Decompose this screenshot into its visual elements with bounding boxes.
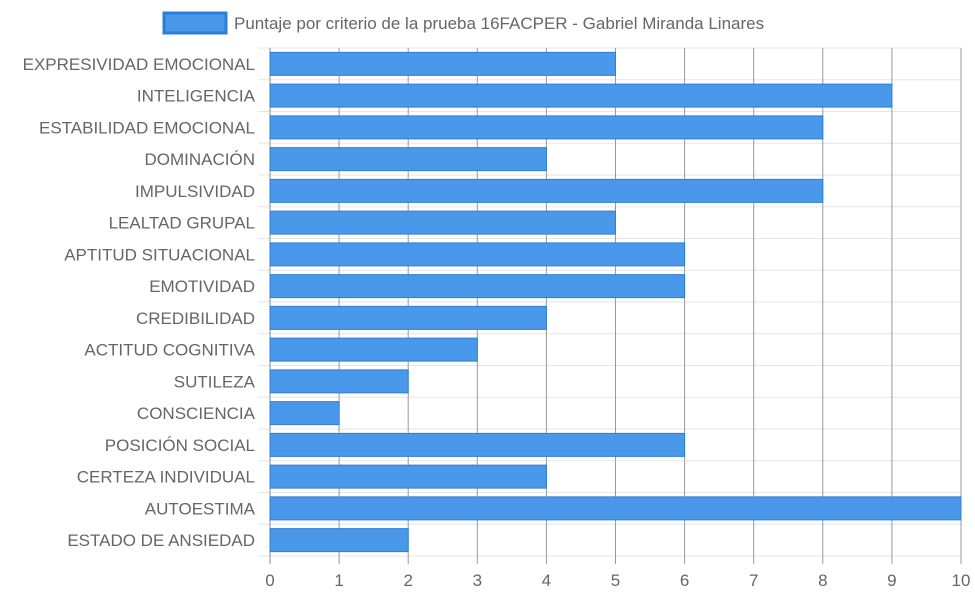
x-tick-label: 3 xyxy=(473,571,482,590)
y-tick-label: SUTILEZA xyxy=(174,372,256,391)
y-tick-label: CONSCIENCIA xyxy=(137,404,256,423)
legend-swatch[interactable] xyxy=(162,11,228,35)
legend[interactable]: Puntaje por criterio de la prueba 16FACP… xyxy=(162,11,764,35)
bar xyxy=(269,115,824,140)
x-tick-label: 8 xyxy=(818,571,827,590)
x-tick-label: 9 xyxy=(887,571,896,590)
x-tick-label: 2 xyxy=(403,571,412,590)
legend-label: Puntaje por criterio de la prueba 16FACP… xyxy=(234,14,764,33)
bar xyxy=(269,369,409,394)
y-tick-label: APTITUD SITUACIONAL xyxy=(64,245,255,264)
y-tick-label: CREDIBILIDAD xyxy=(136,309,255,328)
bar xyxy=(269,178,824,203)
x-tick-label: 5 xyxy=(611,571,620,590)
x-tick-label: 7 xyxy=(749,571,758,590)
bar xyxy=(269,83,893,108)
bar xyxy=(269,528,409,553)
bar xyxy=(269,51,616,76)
y-tick-label: INTELIGENCIA xyxy=(137,87,256,106)
bar xyxy=(269,210,616,235)
bar xyxy=(269,496,962,521)
bar xyxy=(269,401,340,426)
y-tick-label: ESTADO DE ANSIEDAD xyxy=(67,531,255,550)
x-tick-label: 4 xyxy=(542,571,551,590)
y-tick-label: LEALTAD GRUPAL xyxy=(109,214,255,233)
bar xyxy=(269,242,686,267)
y-tick-label: POSICIÓN SOCIAL xyxy=(105,436,255,455)
bar xyxy=(269,432,686,457)
y-tick-label: EMOTIVIDAD xyxy=(149,277,255,296)
y-tick-label: ACTITUD COGNITIVA xyxy=(84,341,255,360)
bars-layer xyxy=(269,51,962,553)
bar xyxy=(269,274,686,299)
y-tick-label: CERTEZA INDIVIDUAL xyxy=(77,468,255,487)
bar xyxy=(269,147,547,172)
x-tick-label: 6 xyxy=(680,571,689,590)
y-tick-label: EXPRESIVIDAD EMOCIONAL xyxy=(23,55,255,74)
x-tick-label: 10 xyxy=(952,571,971,590)
bar xyxy=(269,305,547,330)
x-tick-label: 1 xyxy=(334,571,343,590)
bar xyxy=(269,337,478,362)
x-tick-label: 0 xyxy=(265,571,274,590)
y-tick-label: IMPULSIVIDAD xyxy=(135,182,255,201)
y-tick-label: ESTABILIDAD EMOCIONAL xyxy=(39,118,255,137)
y-tick-label: AUTOESTIMA xyxy=(145,499,256,518)
axis-layer: EXPRESIVIDAD EMOCIONAL INTELIGENCIA ESTABI… xyxy=(23,55,971,590)
y-tick-label: DOMINACIÓN xyxy=(145,150,256,169)
bar xyxy=(269,464,547,489)
